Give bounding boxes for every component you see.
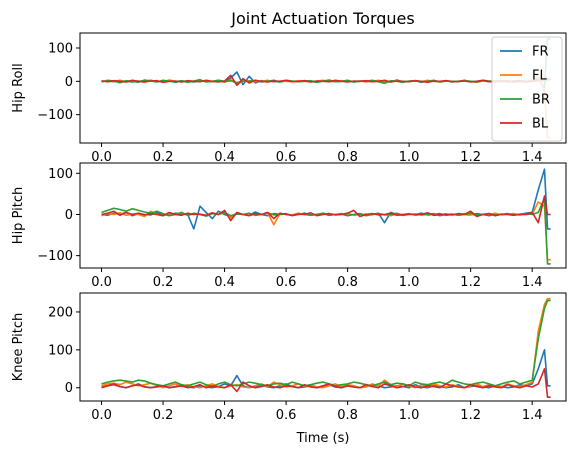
x-tick-label: 0.6 xyxy=(276,408,297,423)
legend-label-fl: FL xyxy=(532,69,547,84)
x-tick-label: 1.0 xyxy=(399,408,420,423)
x-tick-label: 0.8 xyxy=(337,408,358,423)
y-tick-label: −100 xyxy=(37,249,73,264)
x-tick-label: 0.4 xyxy=(214,275,235,290)
x-tick-label: 0.8 xyxy=(337,150,358,165)
x-tick-label: 0.4 xyxy=(214,408,235,423)
x-tick-label: 0.2 xyxy=(153,275,174,290)
x-axis-label: Time (s) xyxy=(296,431,350,446)
y-tick-label: 100 xyxy=(48,343,73,358)
series-line-fr xyxy=(101,168,551,230)
y-tick-label: 200 xyxy=(48,305,73,320)
series-line-bl xyxy=(101,195,551,224)
x-tick-label: 1.4 xyxy=(522,150,543,165)
plots-area: −100 0 100 0.0 0.2 0.4 0.6 0.8 1.0 1.2 1.4 Hip Roll… xyxy=(11,32,567,423)
x-tick-label: 0.0 xyxy=(91,275,112,290)
x-tick-label: 0.0 xyxy=(91,150,112,165)
y-tick-label: 100 xyxy=(48,167,73,182)
subplot-2: −100 0 100 0.0 0.2 0.4 0.6 0.8 1.0 1.2 1.4 Hip Pitc… xyxy=(11,162,567,290)
y-tick-label: −100 xyxy=(37,108,73,123)
y-axis-label: Hip Roll xyxy=(11,63,26,112)
x-tick-label: 1.2 xyxy=(460,275,481,290)
series-line-br xyxy=(101,299,551,388)
series-line-fl xyxy=(101,73,551,139)
x-tick-label: 1.4 xyxy=(522,275,543,290)
legend-box xyxy=(491,36,563,142)
series-group xyxy=(101,37,551,139)
series-group xyxy=(101,297,551,399)
chart-title: Joint Actuation Torques xyxy=(230,9,414,28)
series-line-bl xyxy=(101,367,551,399)
axes-frame xyxy=(79,292,567,402)
x-tick-label: 1.0 xyxy=(399,275,420,290)
y-axis-label: Hip Pitch xyxy=(11,187,26,244)
y-tick-label: 0 xyxy=(65,208,73,223)
axes-frame xyxy=(79,32,567,144)
x-tick-label: 0.8 xyxy=(337,275,358,290)
y-tick-label: 100 xyxy=(48,42,73,57)
series-group xyxy=(101,168,551,265)
subplot-1: −100 0 100 0.0 0.2 0.4 0.6 0.8 1.0 1.2 1.4 Hip Roll xyxy=(11,32,567,165)
legend-label-bl: BL xyxy=(532,117,549,132)
x-tick-label: 1.4 xyxy=(522,408,543,423)
x-tick-label: 1.2 xyxy=(460,408,481,423)
y-axis-label: Knee Pitch xyxy=(11,313,26,382)
series-line-br xyxy=(101,197,551,265)
subplot-3: 0 100 200 0.0 0.2 0.4 0.6 0.8 1.0 1.2 1.4 Knee Pitc… xyxy=(11,292,567,423)
x-tick-label: 0.0 xyxy=(91,408,112,423)
y-tick-label: 0 xyxy=(65,75,73,90)
legend-label-fr: FR xyxy=(532,45,549,60)
x-tick-label: 0.6 xyxy=(276,275,297,290)
series-line-fl xyxy=(101,201,551,261)
axes-frame xyxy=(79,162,567,269)
x-tick-label: 0.4 xyxy=(214,150,235,165)
y-tick-label: 0 xyxy=(65,381,73,396)
x-tick-label: 1.2 xyxy=(460,150,481,165)
series-line-fl xyxy=(101,297,551,389)
series-line-bl xyxy=(101,74,551,87)
x-tick-label: 0.6 xyxy=(276,150,297,165)
x-tick-label: 0.2 xyxy=(153,150,174,165)
legend-label-br: BR xyxy=(532,93,550,108)
x-tick-label: 1.0 xyxy=(399,150,420,165)
legend: FR FL BR BL xyxy=(491,36,563,142)
x-tick-label: 0.2 xyxy=(153,408,174,423)
